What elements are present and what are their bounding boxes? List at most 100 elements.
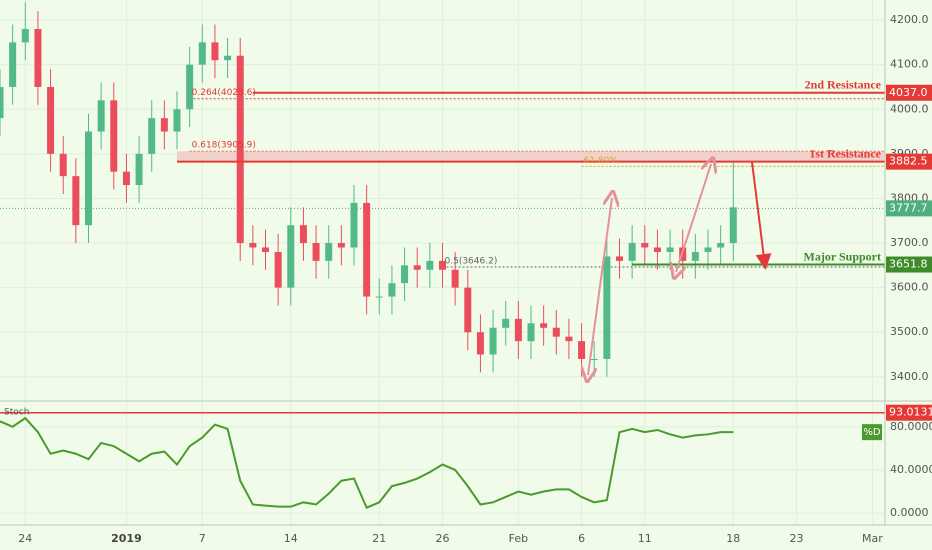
arrow xyxy=(693,164,711,218)
candle-body xyxy=(72,176,80,226)
arrow xyxy=(588,285,601,375)
candle-body xyxy=(85,131,92,226)
arrow xyxy=(751,161,772,270)
x-tick-label: 7 xyxy=(199,532,206,545)
candle-body xyxy=(439,260,446,270)
y-tick-label: 3700.0 xyxy=(890,236,929,249)
x-tick-label: Feb xyxy=(509,532,528,545)
candle-body xyxy=(59,153,67,177)
candle-body xyxy=(476,332,484,355)
y-tick-label: 4200.0 xyxy=(890,13,929,26)
level-badge: 3882.5 xyxy=(889,155,928,168)
y-tick-label: 0.0000 xyxy=(890,506,929,519)
level-badge: 3651.8 xyxy=(889,258,928,271)
candle-body xyxy=(603,256,611,359)
x-tick-label: 23 xyxy=(790,532,804,545)
y-tick-label: 4000.0 xyxy=(890,102,929,115)
level-badge-bg xyxy=(886,153,932,170)
x-tick-label: 18 xyxy=(726,532,740,545)
legend-badge: %D xyxy=(863,427,881,438)
level-badge-bg xyxy=(886,84,932,101)
candle-body xyxy=(628,243,636,261)
legend-badge-bg xyxy=(862,424,882,441)
y-tick-label: 40.0000 xyxy=(890,463,932,476)
y-tick-label: 80.0000 xyxy=(890,420,932,433)
level-badge-bg xyxy=(886,256,932,273)
candle-body xyxy=(590,358,598,360)
x-tick-label: 11 xyxy=(638,532,652,545)
candle-body xyxy=(337,243,345,248)
y-tick-label: 3400.0 xyxy=(890,370,929,383)
last-price-badge: 3777.7 xyxy=(889,201,928,214)
candle-body xyxy=(224,55,232,61)
candle-body xyxy=(350,202,358,248)
y-tick-label: 4100.0 xyxy=(890,58,929,71)
candle-body xyxy=(47,86,55,154)
candle-body xyxy=(565,336,573,342)
candle-body xyxy=(413,265,421,270)
candle-body xyxy=(0,86,4,119)
candle-body xyxy=(211,42,219,61)
candle-body xyxy=(451,269,459,288)
fib-label: 0.5(3646.2) xyxy=(445,257,498,267)
x-tick-label: 6 xyxy=(578,532,585,545)
candle-body xyxy=(666,247,674,252)
fib-label: 61.80% xyxy=(584,156,619,166)
candle-body xyxy=(198,42,206,65)
candle-body xyxy=(527,323,535,342)
candle-body xyxy=(704,247,712,252)
x-tick-label: 21 xyxy=(372,532,386,545)
candle-body xyxy=(186,64,194,110)
candle-body xyxy=(514,318,522,342)
candle-body xyxy=(464,287,472,333)
level-badge-bg xyxy=(886,404,932,421)
candle-body xyxy=(691,251,699,261)
last-price-badge-bg xyxy=(886,200,932,217)
candle-body xyxy=(236,55,244,244)
candle-body xyxy=(641,243,649,248)
level-label: 1st Resistance xyxy=(809,146,881,160)
candle-body xyxy=(653,247,661,252)
candle-body xyxy=(173,109,181,132)
candle-body xyxy=(552,327,560,337)
candle-body xyxy=(110,100,118,172)
level-label: 2nd Resistance xyxy=(805,78,882,92)
candle-body xyxy=(401,265,409,284)
level-badge: 4037.0 xyxy=(889,86,928,99)
candle-body xyxy=(9,42,17,87)
candle-body xyxy=(325,243,333,261)
candle-body xyxy=(148,118,156,154)
marks xyxy=(0,2,885,510)
candle-body xyxy=(375,296,383,298)
x-tick-label: 14 xyxy=(284,532,298,545)
labels: 3400.03500.03600.03700.03800.03900.04000… xyxy=(18,13,932,545)
level-badge: 93.0131 xyxy=(889,406,932,419)
candle-body xyxy=(363,202,371,297)
candle-body xyxy=(616,256,623,261)
candle-body xyxy=(388,283,396,297)
candle-body xyxy=(489,327,497,355)
candle-body xyxy=(717,243,725,248)
y-tick-label: 3600.0 xyxy=(890,281,929,294)
candle-body xyxy=(97,100,105,132)
resistance-zone xyxy=(177,151,885,162)
candle-body xyxy=(312,243,320,261)
arrow xyxy=(676,216,695,272)
candle-body xyxy=(578,341,586,359)
candle-body xyxy=(249,243,257,248)
candle-body xyxy=(502,318,510,328)
stoch-line xyxy=(0,416,734,510)
indicator-title: Stoch xyxy=(4,408,29,418)
candle-body xyxy=(426,260,434,270)
candle-body xyxy=(540,323,548,328)
candle-body xyxy=(122,171,130,186)
candle-body xyxy=(135,153,143,186)
candle-body xyxy=(262,247,269,252)
candle-body xyxy=(729,207,737,244)
x-tick-label: 2019 xyxy=(111,532,142,545)
candle-body xyxy=(287,225,295,288)
x-tick-label: 26 xyxy=(436,532,450,545)
